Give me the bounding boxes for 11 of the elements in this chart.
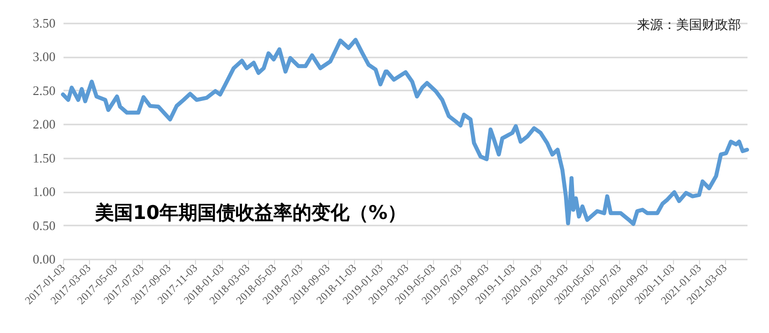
y-tick-label: 0.00 (32, 252, 56, 266)
y-tick-label: 1.50 (32, 150, 56, 166)
text: 美国10年期国债收益率的变化（%） (94, 202, 406, 224)
line-series (61, 38, 749, 226)
y-tick-label: 1.00 (32, 184, 56, 200)
y-tick-label: 3.00 (32, 49, 56, 64)
y-tick-label: 2.50 (32, 82, 56, 98)
y-tick-label: 2.00 (32, 116, 56, 132)
annotation: 来源：美国财政部 (637, 17, 741, 33)
y-tick-label: 3.50 (32, 16, 56, 30)
y-tick-label: 0.50 (32, 218, 56, 233)
